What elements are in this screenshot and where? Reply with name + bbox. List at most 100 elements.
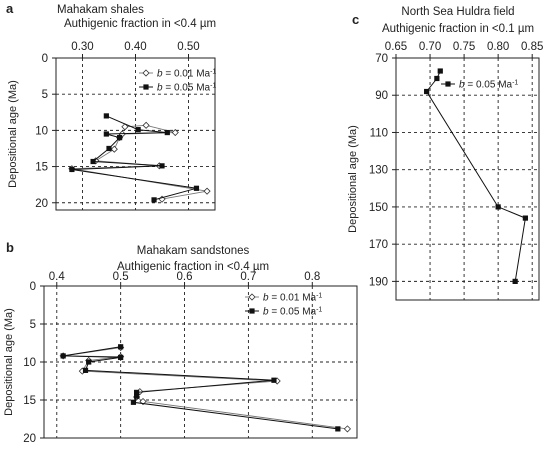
legend-marker [249,308,255,314]
legend: b = 0.05 Ma-1 [441,79,518,91]
y-tick-label: 15 [35,162,48,174]
data-point [134,393,140,399]
data-point [121,123,129,131]
data-point [130,399,137,405]
legend-entry: b = 0.05 Ma-1 [157,82,216,94]
chart-panel-a: a Mahakam shales Authigenic fraction in <0… [6,1,216,211]
y-tick-label: 10 [23,357,36,369]
data-point [139,397,147,406]
x-tick-label: 0.7 [240,271,256,283]
y-axis-label: Depositional age (Ma) [347,125,359,233]
x-tick-label: 0.8 [304,271,320,283]
data-point [164,129,170,136]
data-point [106,145,112,152]
data-point [495,204,501,210]
y-tick-label: 15 [23,395,36,407]
x-tick-label: 0.80 [487,41,509,53]
data-point [135,127,141,133]
data-point [437,68,443,74]
x-axis-label: Authigenic fraction in <0.4 µm [117,261,269,273]
data-point [60,353,66,359]
plot-frame [43,285,358,439]
plot-frame [55,57,216,211]
data-point [424,88,430,95]
legend: b = 0.01 Ma-1 b = 0.05 Ma-1 [245,292,322,318]
y-tick-label: 190 [369,276,388,288]
x-tick-label: 0.4 [49,271,66,283]
data-point [193,185,200,191]
y-tick-label: 0 [30,281,36,293]
series-line [71,115,197,201]
series-2 [60,344,341,432]
y-tick-label: 20 [35,198,48,210]
y-tick-label: 5 [30,319,36,331]
y-tick-label: 170 [369,239,388,251]
panel-label: a [6,1,14,16]
data-point [271,377,277,383]
y-tick-label: 90 [375,90,388,102]
y-tick-label: 5 [42,89,48,101]
legend-marker [248,293,256,301]
x-tick-label: 0.5 [113,271,129,283]
data-point [117,135,123,141]
data-point [110,145,118,153]
x-axis-label: Authigenic fraction in <0.1 µm [382,23,534,35]
y-tick-label: 130 [369,165,388,177]
y-axis-label: Depositional age (Ma) [7,80,19,188]
legend-marker [143,84,149,90]
panel-label: b [6,240,14,255]
y-tick-label: 20 [23,433,36,445]
series-1 [59,343,351,433]
data-point [118,344,124,350]
data-point [90,158,96,165]
x-tick-label: 0.85 [521,41,543,53]
data-point [335,426,341,432]
y-tick-label: 10 [35,125,48,137]
x-tick-label: 0.65 [385,41,407,53]
series-line [63,346,338,430]
y-tick-label: 70 [375,53,388,65]
data-point [171,128,179,137]
x-tick-label: 0.75 [453,41,475,53]
legend-entry: b = 0.05 Ma-1 [459,79,518,91]
data-point [512,278,518,284]
data-point [103,113,109,119]
legend-marker [142,69,150,77]
chart-title: Mahakam shales [57,4,144,16]
x-tick-label: 0.40 [124,41,146,53]
chart-panel-c: c North Sea Huldra field Authigenic fracti… [347,6,543,301]
data-point [343,425,351,433]
data-point [434,75,440,82]
x-tick-label: 0.70 [419,41,441,53]
chart-title: Mahakam sandstones [137,245,250,257]
series-1 [424,68,528,284]
data-point [118,354,124,361]
series-line [425,70,526,282]
x-axis-label: Authigenic fraction in <0.4 µm [64,18,216,30]
data-point [82,367,89,373]
data-point [69,166,75,173]
data-point [151,197,157,203]
y-tick-label: 110 [370,127,388,139]
x-tick-label: 0.50 [177,41,199,53]
y-tick-label: 0 [42,53,48,65]
y-axis-label: Depositional age (Ma) [3,308,15,416]
data-point [159,163,165,169]
data-point [142,121,150,129]
data-point [103,131,109,137]
legend-entry: b = 0.01 Ma-1 [263,292,322,304]
plot-frame [395,57,540,301]
legend: b = 0.01 Ma-1 b = 0.05 Ma-1 [139,68,216,94]
x-tick-label: 0.30 [71,41,93,53]
chart-panel-b: b Mahakam sandstones Authigenic fraction i… [3,240,358,445]
x-tick-label: 0.6 [177,271,193,283]
data-point [522,215,528,221]
panel-label: c [352,12,359,27]
data-point [203,187,211,195]
series-2 [69,113,200,203]
legend-entry: b = 0.05 Ma-1 [263,306,322,318]
legend-marker [445,81,451,87]
data-point [86,359,92,365]
y-tick-label: 150 [369,202,388,214]
